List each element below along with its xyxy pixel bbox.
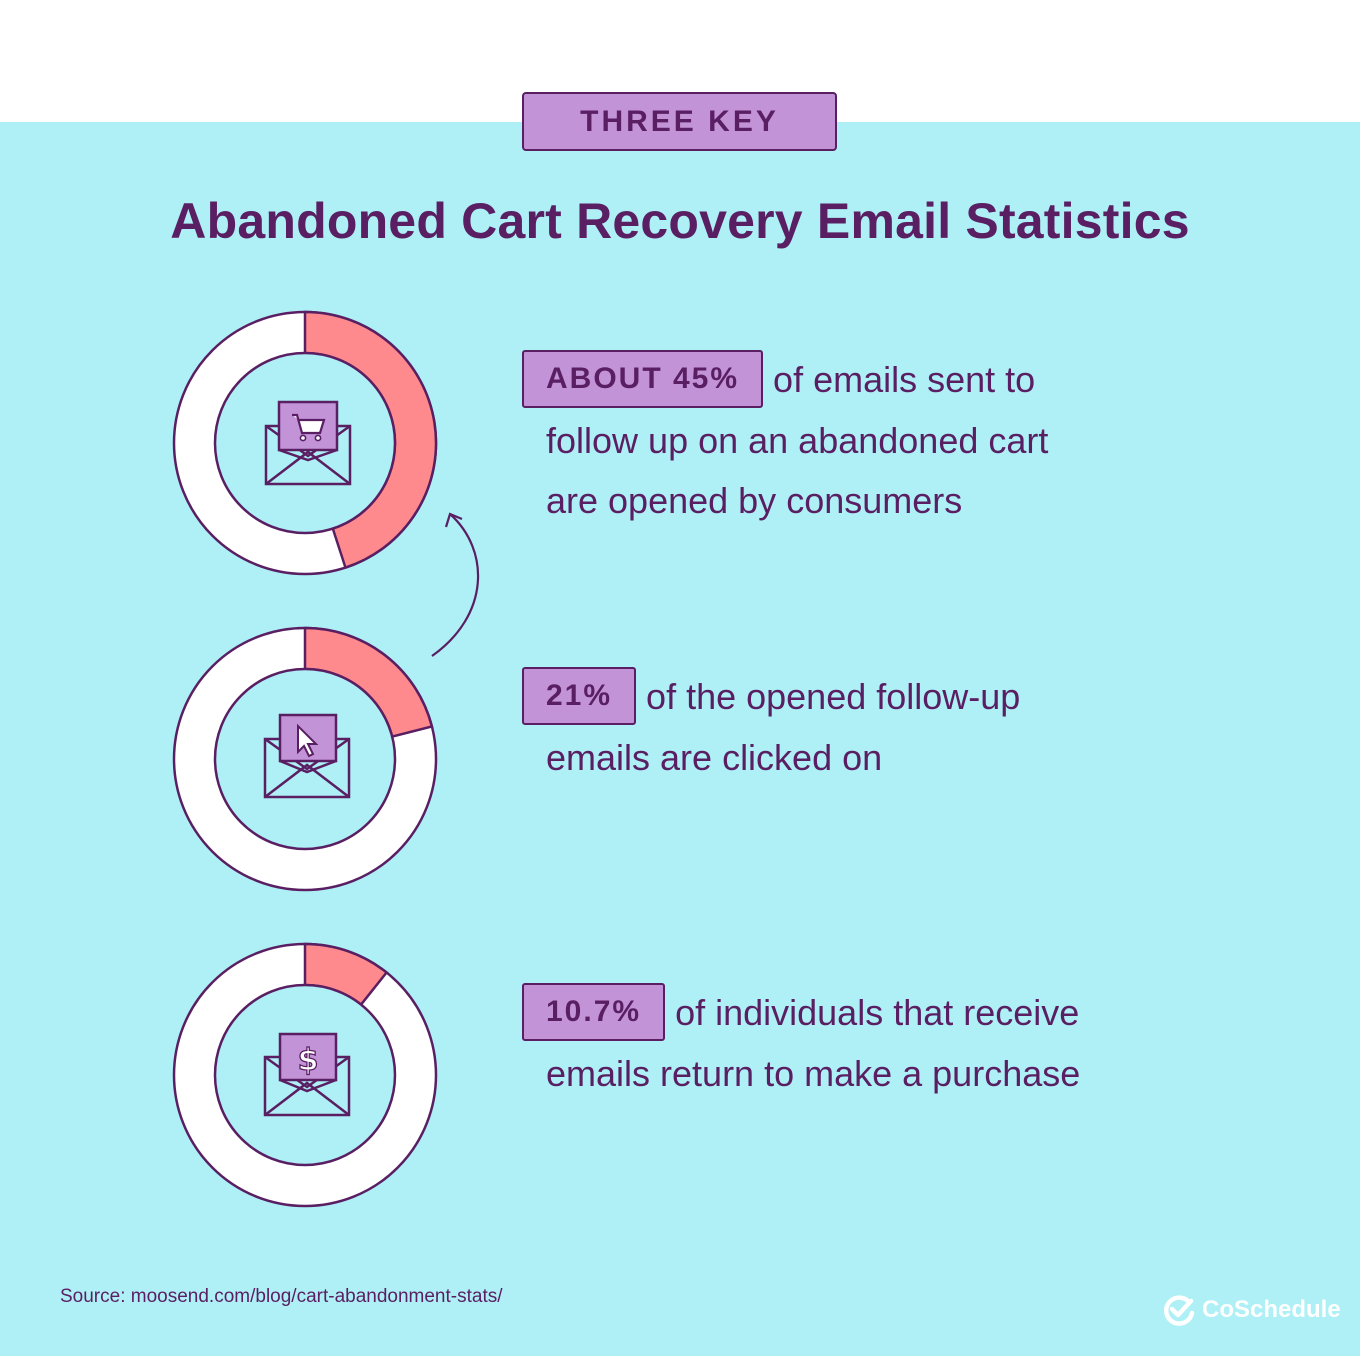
stat-text: emails are clicked on — [546, 737, 883, 779]
stat-block-1: ABOUT 45% of emails sent to follow up on … — [522, 350, 1222, 531]
stat-text: are opened by consumers — [546, 480, 963, 522]
stat-text: of the opened follow-up — [646, 676, 1021, 717]
dollar-icon: $ — [263, 1032, 351, 1117]
stat-line: ABOUT 45% of emails sent to — [522, 350, 1222, 411]
brand-logo: CoSchedule — [1162, 1290, 1341, 1330]
brand-name: CoSchedule — [1202, 1296, 1341, 1323]
stat-text: emails return to make a purchase — [546, 1053, 1081, 1095]
donut-chart-3: $ — [172, 942, 438, 1208]
source-citation: Source: moosend.com/blog/cart-abandonmen… — [60, 1286, 503, 1307]
stat-badge: 10.7% — [522, 983, 666, 1042]
stat-line: 21% of the opened follow-up — [522, 667, 1222, 728]
donut-chart-2 — [172, 626, 438, 892]
stat-badge: 21% — [522, 667, 637, 726]
stat-text: of emails sent to — [773, 359, 1036, 400]
checkmark-logo-icon — [1163, 1295, 1195, 1326]
stat-block-2: 21% of the opened follow-up emails are cl… — [522, 667, 1222, 788]
page-title: Abandoned Cart Recovery Email Statistics — [170, 193, 1190, 249]
cursor-icon — [263, 713, 351, 799]
stat-block-3: 10.7% of individuals that receive emails … — [522, 983, 1222, 1104]
stat-text: follow up on an abandoned cart — [546, 420, 1049, 462]
svg-text:$: $ — [298, 1043, 319, 1078]
stat-line: 10.7% of individuals that receive — [522, 983, 1222, 1044]
stat-text: of individuals that receive — [675, 992, 1080, 1033]
stat-badge: ABOUT 45% — [522, 350, 764, 409]
curved-arrow-icon — [420, 500, 500, 670]
donut-chart-1 — [172, 310, 438, 576]
header-tag: THREE KEY — [522, 92, 837, 151]
shopping-cart-icon — [264, 400, 352, 486]
